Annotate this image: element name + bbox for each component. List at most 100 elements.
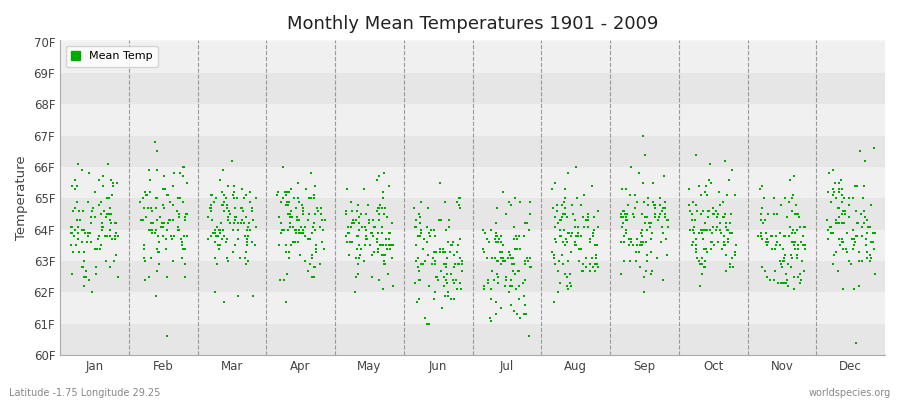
- Point: [487, 277, 501, 283]
- Point: [436, 248, 450, 255]
- Point: [842, 214, 856, 220]
- Point: [433, 180, 447, 186]
- Point: [509, 236, 524, 242]
- Point: [860, 255, 875, 261]
- Point: [826, 230, 841, 236]
- Point: [424, 226, 438, 233]
- Point: [499, 277, 513, 283]
- Point: [208, 289, 222, 296]
- Point: [837, 195, 851, 202]
- Point: [283, 220, 297, 227]
- Point: [821, 226, 835, 233]
- Point: [220, 217, 235, 224]
- Point: [104, 264, 118, 270]
- Point: [166, 170, 181, 176]
- Point: [489, 239, 503, 246]
- Point: [75, 226, 89, 233]
- Point: [786, 226, 800, 233]
- Point: [138, 277, 152, 283]
- Point: [655, 224, 670, 230]
- Point: [645, 198, 660, 205]
- Point: [626, 242, 640, 249]
- Point: [581, 214, 596, 220]
- Point: [175, 239, 189, 246]
- Point: [103, 226, 117, 233]
- Point: [491, 274, 506, 280]
- Point: [159, 333, 174, 340]
- Point: [73, 217, 87, 224]
- Point: [111, 233, 125, 239]
- Point: [304, 195, 319, 202]
- Point: [237, 220, 251, 227]
- Point: [274, 226, 289, 233]
- Point: [544, 186, 559, 192]
- Point: [429, 274, 444, 280]
- Point: [156, 202, 170, 208]
- Point: [280, 189, 294, 195]
- Point: [378, 205, 392, 211]
- Point: [560, 214, 574, 220]
- Point: [382, 236, 397, 242]
- Point: [309, 248, 323, 255]
- Point: [138, 258, 152, 264]
- Point: [634, 242, 649, 249]
- Point: [304, 170, 319, 176]
- Point: [842, 258, 856, 264]
- Point: [428, 258, 443, 264]
- Point: [725, 167, 740, 173]
- Point: [785, 255, 799, 261]
- Point: [564, 230, 579, 236]
- Point: [298, 224, 312, 230]
- Point: [227, 195, 241, 202]
- Point: [549, 239, 563, 246]
- Point: [341, 224, 356, 230]
- Point: [231, 292, 246, 299]
- Point: [709, 208, 724, 214]
- Point: [846, 195, 860, 202]
- Point: [81, 170, 95, 176]
- Point: [104, 211, 118, 217]
- Point: [586, 230, 600, 236]
- Point: [694, 211, 708, 217]
- Point: [308, 183, 322, 189]
- Point: [512, 296, 526, 302]
- Point: [589, 255, 603, 261]
- Point: [644, 220, 659, 227]
- Point: [794, 277, 808, 283]
- Point: [92, 233, 106, 239]
- Point: [659, 236, 673, 242]
- Point: [574, 202, 589, 208]
- Point: [554, 233, 568, 239]
- Point: [381, 270, 395, 277]
- Point: [76, 208, 91, 214]
- Point: [823, 170, 837, 176]
- Point: [148, 226, 163, 233]
- Point: [365, 233, 380, 239]
- Point: [439, 270, 454, 277]
- Point: [504, 302, 518, 308]
- Point: [723, 264, 737, 270]
- Point: [502, 198, 517, 205]
- Point: [296, 230, 310, 236]
- Point: [143, 189, 157, 195]
- Point: [370, 208, 384, 214]
- Point: [242, 220, 256, 227]
- Point: [716, 245, 730, 252]
- Point: [82, 277, 96, 283]
- Point: [785, 195, 799, 202]
- Point: [81, 230, 95, 236]
- Point: [99, 258, 113, 264]
- Point: [523, 198, 537, 205]
- Point: [173, 195, 187, 202]
- Point: [835, 211, 850, 217]
- Point: [843, 261, 858, 268]
- Point: [720, 226, 734, 233]
- Point: [571, 233, 585, 239]
- Point: [553, 226, 567, 233]
- Point: [203, 208, 218, 214]
- Point: [239, 242, 254, 249]
- Point: [728, 192, 742, 198]
- Point: [512, 245, 526, 252]
- Point: [179, 233, 194, 239]
- Point: [693, 261, 707, 268]
